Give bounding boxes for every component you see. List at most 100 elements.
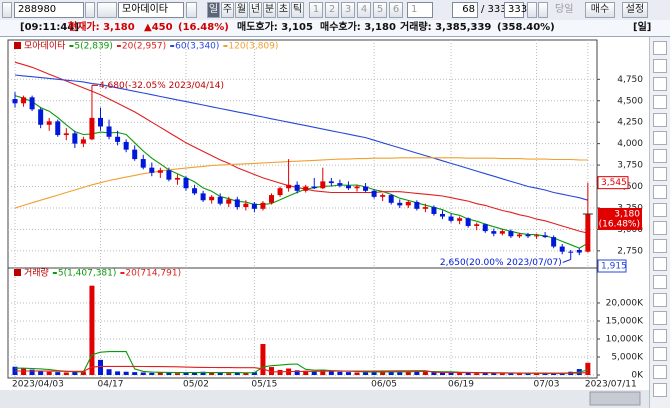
tool-icon[interactable] [653, 167, 667, 181]
volume-bar [98, 359, 103, 375]
volume-bar [499, 373, 505, 375]
tool-icon[interactable] [653, 185, 667, 199]
period-button[interactable]: 분 [263, 2, 276, 18]
candle-body [482, 224, 488, 232]
tool-icon[interactable] [653, 113, 667, 127]
tool-icon[interactable] [653, 329, 667, 343]
candle-body [21, 97, 27, 104]
scrollbar[interactable] [0, 390, 649, 408]
bottom-label-box [597, 259, 627, 273]
x-tick-label: 2023/07/11 [585, 380, 637, 390]
period-button[interactable]: 년 [249, 2, 262, 18]
ask-price: 매도호가: 3,105 [237, 22, 313, 33]
name-input[interactable]: 모아데이타 [118, 2, 184, 18]
code-dropdown[interactable] [85, 2, 95, 18]
y-tick-label: 2,750 [617, 246, 643, 256]
candle-body [303, 186, 309, 191]
number-button[interactable]: 1 [309, 2, 323, 18]
scroll-button[interactable] [527, 2, 537, 18]
y-tick-label: 3,750 [617, 161, 643, 171]
period-indicator: [일] [633, 22, 652, 33]
tool-icon[interactable] [653, 257, 667, 271]
tool-icon[interactable] [653, 293, 667, 307]
candle-body [465, 218, 471, 226]
count-input[interactable]: 68 [452, 2, 478, 18]
volume-bar [46, 371, 52, 375]
volume-bar [21, 368, 27, 375]
price-change: ▲450 [144, 22, 173, 33]
volume-bar [440, 372, 445, 375]
number-select[interactable]: 1 [407, 2, 433, 18]
candle-body [166, 170, 172, 180]
change-rate: (16.48%) [178, 22, 229, 33]
volume-bar [294, 370, 300, 375]
period-button[interactable]: 틱 [291, 2, 304, 18]
number-button[interactable]: 6 [389, 2, 403, 18]
volume-bar [303, 370, 309, 375]
number-button[interactable]: 5 [373, 2, 387, 18]
y-tick-label: 4,500 [617, 96, 643, 106]
number-button[interactable]: 2 [325, 2, 339, 18]
candle-body [405, 201, 411, 206]
menu-button[interactable] [2, 2, 12, 18]
tool-icon[interactable] [653, 77, 667, 91]
volume-bar [422, 371, 428, 375]
candle-body [422, 207, 428, 209]
volume-bar [363, 372, 369, 375]
tool-icon[interactable] [653, 383, 667, 397]
total-input[interactable]: 333 [504, 2, 527, 18]
number-button[interactable]: 4 [357, 2, 371, 18]
volume-bar [457, 372, 463, 375]
search-button[interactable] [97, 2, 117, 18]
candle-body [491, 231, 497, 234]
current-price-label: 3,180 [614, 209, 640, 219]
scroll-thumb[interactable] [589, 391, 641, 406]
bid-price: 매수호가: 3,180 [320, 22, 396, 33]
candle-body [55, 121, 61, 136]
volume-bar [508, 372, 514, 375]
volume-bar [140, 372, 146, 375]
tool-icon[interactable] [653, 41, 667, 55]
candle-body [474, 224, 480, 226]
candle-body [286, 184, 292, 189]
volume-bar [354, 372, 360, 375]
tool-icon[interactable] [653, 275, 667, 289]
volume-bar [311, 371, 317, 375]
scroll-button[interactable] [538, 2, 548, 18]
period-button[interactable]: 일 [207, 2, 220, 18]
same-day-check[interactable]: 당일 [555, 4, 574, 15]
candle-body [174, 177, 180, 180]
candle-body [123, 141, 129, 150]
candle-body [98, 117, 103, 127]
period-button[interactable]: 주 [221, 2, 234, 18]
number-button[interactable]: 3 [341, 2, 355, 18]
volume-bar [337, 371, 343, 375]
tool-icon[interactable] [653, 221, 667, 235]
candle-body [29, 97, 35, 110]
period-button[interactable]: 초 [277, 2, 290, 18]
candle-body [551, 237, 557, 247]
side-toolbar [649, 37, 670, 408]
candle-body [132, 149, 138, 160]
buy-button[interactable]: 매수 [585, 2, 615, 18]
candle-body [12, 99, 18, 104]
candle-body [388, 195, 394, 203]
tool-icon[interactable] [653, 149, 667, 163]
tool-icon[interactable] [653, 59, 667, 73]
tool-icon[interactable] [653, 365, 667, 379]
volume-bar [226, 373, 232, 375]
name-button[interactable] [186, 2, 197, 18]
tool-icon[interactable] [653, 95, 667, 109]
tool-icon[interactable] [653, 239, 667, 253]
tool-icon[interactable] [653, 203, 667, 217]
period-button[interactable]: 월 [235, 2, 248, 18]
tool-icon[interactable] [653, 131, 667, 145]
legend-title: 모아데이타 [24, 41, 66, 52]
code-input[interactable]: 288980 [14, 2, 84, 18]
volume-bar [29, 369, 35, 375]
volume-bar [320, 369, 326, 375]
settings-button[interactable]: 설정 [622, 2, 648, 18]
tool-icon[interactable] [653, 347, 667, 361]
tool-icon[interactable] [653, 311, 667, 325]
